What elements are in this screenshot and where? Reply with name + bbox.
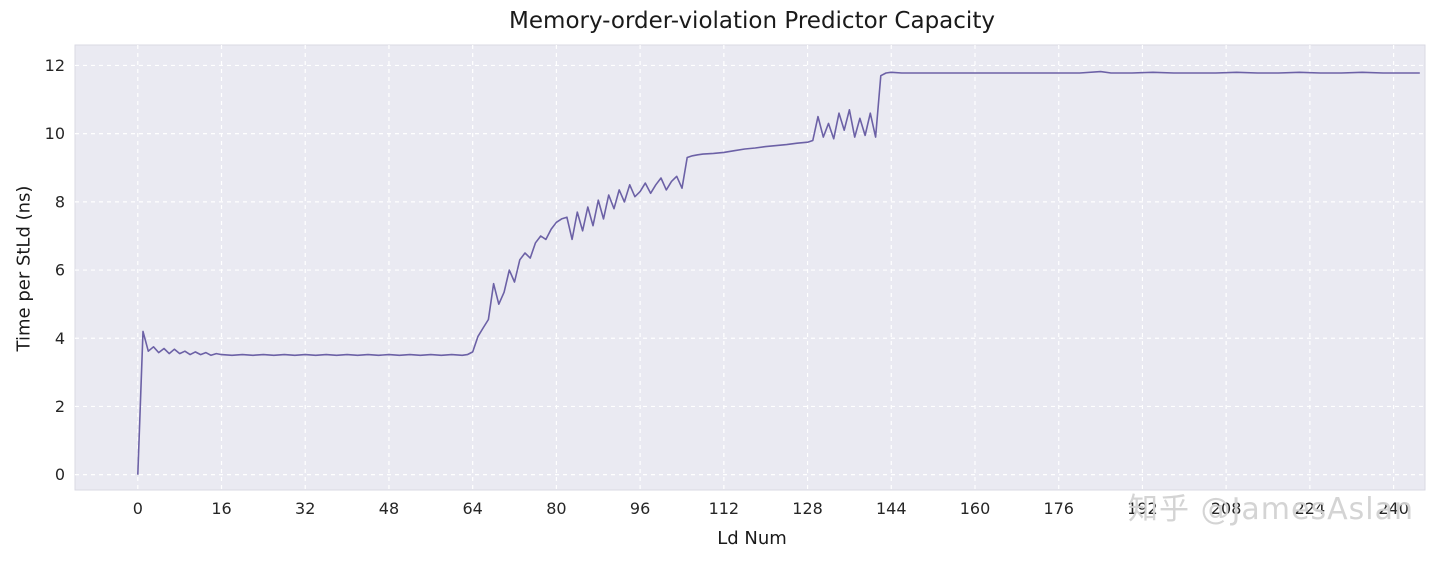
x-tick-label: 48	[379, 499, 399, 518]
x-tick-label: 176	[1043, 499, 1074, 518]
x-tick-label: 32	[295, 499, 315, 518]
y-tick-label: 2	[55, 397, 65, 416]
x-tick-label: 144	[876, 499, 907, 518]
watermark: 知乎 @JamesAslan	[1128, 492, 1414, 527]
x-tick-label: 192	[1127, 499, 1158, 518]
y-tick-label: 10	[45, 124, 65, 143]
x-tick-label: 16	[211, 499, 231, 518]
x-tick-label: 160	[960, 499, 991, 518]
chart-title: Memory-order-violation Predictor Capacit…	[509, 8, 995, 34]
x-tick-label: 96	[630, 499, 650, 518]
y-tick-label: 4	[55, 329, 65, 348]
x-tick-label: 240	[1378, 499, 1409, 518]
y-tick-label: 8	[55, 192, 65, 211]
x-tick-label: 128	[792, 499, 823, 518]
x-axis-label: Ld Num	[717, 528, 787, 549]
plot-area	[74, 44, 1426, 491]
x-tick-label: 224	[1295, 499, 1326, 518]
y-tick-label: 0	[55, 465, 65, 484]
y-tick-label: 6	[55, 261, 65, 280]
x-tick-label: 208	[1211, 499, 1242, 518]
y-tick-label: 12	[45, 56, 65, 75]
x-tick-label: 0	[133, 499, 143, 518]
x-tick-label: 112	[709, 499, 740, 518]
x-tick-label: 64	[462, 499, 482, 518]
x-tick-label: 80	[546, 499, 566, 518]
line-series	[137, 70, 1420, 475]
